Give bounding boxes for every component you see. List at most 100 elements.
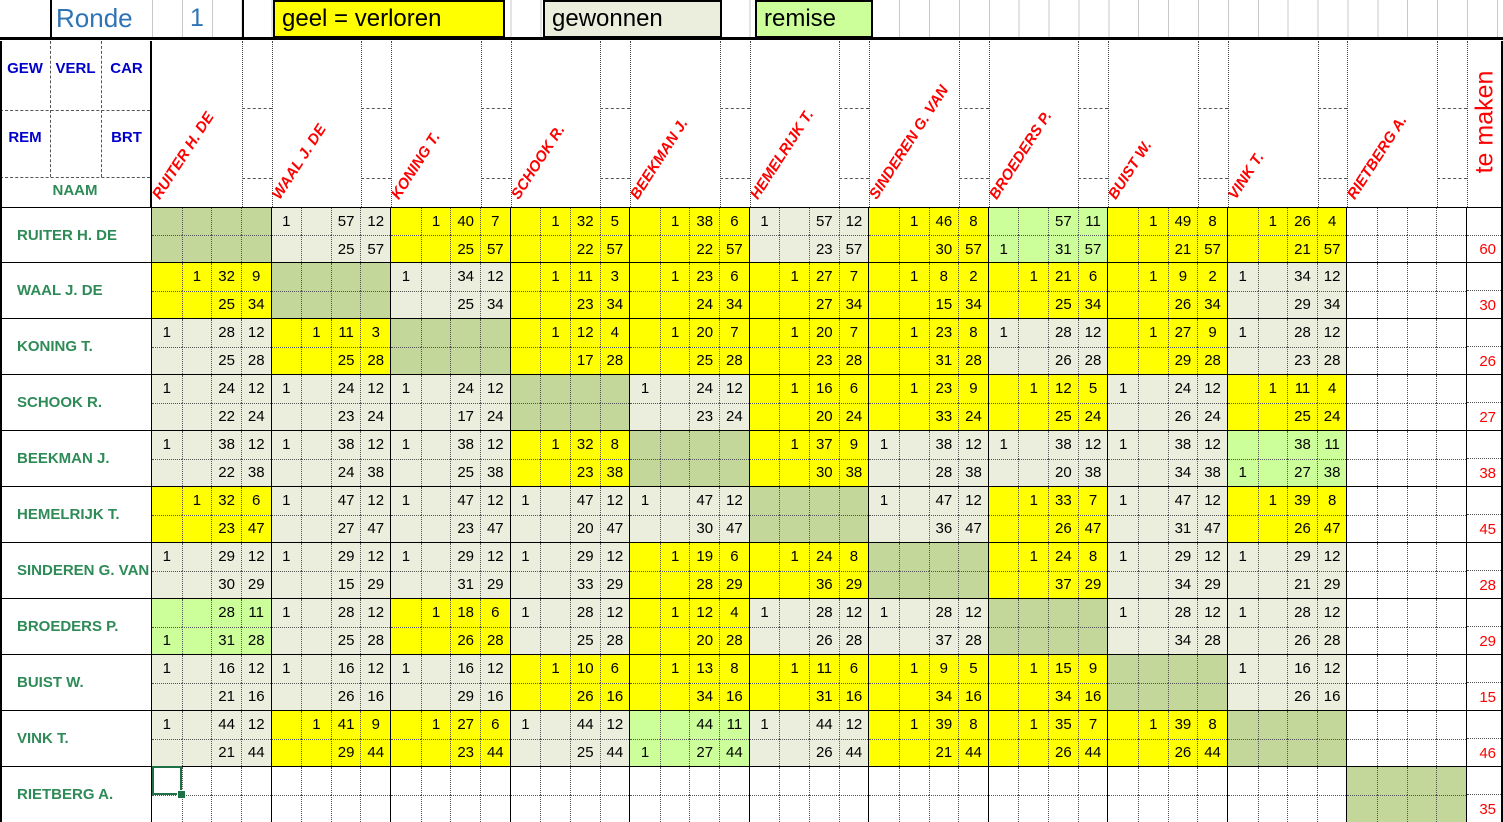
matrix-cell[interactable] xyxy=(569,794,600,822)
matrix-cell[interactable]: 11 xyxy=(719,711,749,739)
matrix-cell[interactable] xyxy=(898,290,929,318)
matrix-cell[interactable]: 15 xyxy=(1048,655,1078,683)
matrix-cell[interactable] xyxy=(420,375,451,403)
matrix-cell[interactable] xyxy=(301,458,331,486)
matrix-cell[interactable]: 24 xyxy=(330,458,361,486)
matrix-cell[interactable]: 1 xyxy=(540,655,570,683)
matrix-cell[interactable] xyxy=(1436,543,1466,571)
matrix-cell[interactable]: 25 xyxy=(1048,290,1078,318)
matrix-cell[interactable] xyxy=(898,235,929,262)
matrix-cell[interactable] xyxy=(1377,655,1407,683)
matrix-cell[interactable]: 13 xyxy=(689,655,719,683)
matrix-cell[interactable] xyxy=(1227,682,1258,711)
matrix-cell[interactable] xyxy=(808,514,839,542)
matrix-cell[interactable] xyxy=(1377,402,1407,430)
matrix-cell[interactable]: 16 xyxy=(479,682,510,710)
matrix-cell[interactable]: 4 xyxy=(1316,208,1347,235)
matrix-cell[interactable] xyxy=(1137,543,1168,571)
te-maken-cell[interactable]: 45 xyxy=(1467,487,1503,542)
matrix-cell[interactable]: 23 xyxy=(689,263,719,291)
matrix-cell[interactable] xyxy=(1347,655,1377,683)
matrix-cell[interactable]: 6 xyxy=(1077,263,1108,291)
matrix-cell[interactable]: 11 xyxy=(240,599,271,627)
matrix-cell[interactable]: 25 xyxy=(1048,402,1078,430)
matrix-cell[interactable]: 38 xyxy=(838,458,869,486)
matrix-cell[interactable] xyxy=(898,514,929,542)
matrix-cell[interactable] xyxy=(1436,235,1466,262)
matrix-cell[interactable]: 1 xyxy=(1257,375,1288,403)
matrix-cell[interactable]: 38 xyxy=(240,458,271,486)
matrix-cell[interactable]: 8 xyxy=(1316,487,1347,515)
matrix-cell[interactable] xyxy=(750,543,780,571)
matrix-cell[interactable] xyxy=(779,682,809,710)
matrix-cell[interactable] xyxy=(1108,711,1138,739)
matrix-cell[interactable]: 21 xyxy=(211,738,241,766)
matrix-cell[interactable]: 39 xyxy=(928,711,959,739)
matrix-cell[interactable]: 26 xyxy=(1287,208,1317,235)
matrix-cell[interactable] xyxy=(1436,570,1466,598)
matrix-cell[interactable]: 12 xyxy=(479,543,510,571)
matrix-cell[interactable]: 1 xyxy=(779,263,809,291)
matrix-cell[interactable]: 44 xyxy=(808,711,839,739)
matrix-cell[interactable] xyxy=(479,346,510,374)
matrix-cell[interactable]: 12 xyxy=(958,487,988,515)
matrix-cell[interactable]: 1 xyxy=(779,319,809,347)
matrix-cell[interactable]: 29 xyxy=(838,570,869,598)
matrix-cell[interactable]: 12 xyxy=(1048,375,1078,403)
matrix-cell[interactable]: 31 xyxy=(808,682,839,710)
matrix-cell[interactable] xyxy=(450,346,480,374)
matrix-cell[interactable]: 12 xyxy=(719,375,749,403)
matrix-cell[interactable]: 23 xyxy=(450,738,480,766)
matrix-cell[interactable]: 12 xyxy=(360,431,390,459)
matrix-cell[interactable]: 28 xyxy=(330,599,361,627)
matrix-cell[interactable] xyxy=(1316,711,1347,739)
matrix-cell[interactable] xyxy=(152,514,182,543)
matrix-cell[interactable]: 6 xyxy=(599,655,630,683)
matrix-cell[interactable]: 1 xyxy=(1018,543,1048,571)
matrix-cell[interactable]: 44 xyxy=(240,738,271,766)
matrix-cell[interactable]: 57 xyxy=(958,235,988,262)
matrix-cell[interactable] xyxy=(1436,487,1466,515)
matrix-cell[interactable] xyxy=(330,263,361,291)
matrix-cell[interactable]: 23 xyxy=(330,402,361,430)
matrix-cell[interactable]: 1 xyxy=(659,319,690,347)
matrix-cell[interactable]: 31 xyxy=(1048,235,1078,262)
matrix-cell[interactable]: 27 xyxy=(1167,319,1198,347)
matrix-cell[interactable] xyxy=(1167,767,1198,795)
matrix-cell[interactable] xyxy=(988,682,1019,711)
matrix-cell[interactable]: 47 xyxy=(1167,487,1198,515)
matrix-cell[interactable]: 20 xyxy=(808,402,839,430)
matrix-cell[interactable] xyxy=(420,487,451,515)
matrix-cell[interactable]: 34 xyxy=(1167,570,1198,598)
matrix-cell[interactable]: 24 xyxy=(211,375,241,403)
matrix-cell[interactable] xyxy=(391,319,421,347)
matrix-cell[interactable] xyxy=(1347,235,1378,262)
matrix-cell[interactable] xyxy=(749,514,780,543)
matrix-cell[interactable]: 16 xyxy=(330,655,361,683)
matrix-cell[interactable] xyxy=(420,514,451,542)
row-name-5[interactable]: HEMELRIJK T. xyxy=(0,487,152,542)
matrix-cell[interactable] xyxy=(1377,487,1407,515)
matrix-cell[interactable] xyxy=(152,208,182,235)
matrix-cell[interactable] xyxy=(510,626,541,655)
matrix-cell[interactable]: 24 xyxy=(689,290,720,318)
matrix-cell[interactable] xyxy=(1406,514,1437,542)
matrix-cell[interactable]: 38 xyxy=(689,208,719,235)
matrix-cell[interactable]: 1 xyxy=(760,716,769,734)
matrix-cell[interactable] xyxy=(1377,375,1407,403)
matrix-cell[interactable] xyxy=(301,235,331,262)
matrix-cell[interactable] xyxy=(1347,682,1378,711)
matrix-cell[interactable] xyxy=(301,682,331,710)
matrix-cell[interactable] xyxy=(989,767,1019,795)
te-maken-cell[interactable]: 30 xyxy=(1467,263,1503,318)
matrix-cell[interactable] xyxy=(898,599,929,627)
matrix-cell[interactable]: 12 xyxy=(1197,543,1227,571)
matrix-cell[interactable] xyxy=(420,319,451,347)
matrix-cell[interactable]: 1 xyxy=(1119,548,1128,566)
matrix-cell[interactable] xyxy=(1436,655,1466,683)
matrix-cell[interactable]: 57 xyxy=(360,235,391,262)
matrix-cell[interactable]: 25 xyxy=(1287,402,1317,430)
matrix-cell[interactable] xyxy=(181,235,212,262)
matrix-cell[interactable] xyxy=(540,570,570,598)
matrix-cell[interactable] xyxy=(988,346,1019,375)
